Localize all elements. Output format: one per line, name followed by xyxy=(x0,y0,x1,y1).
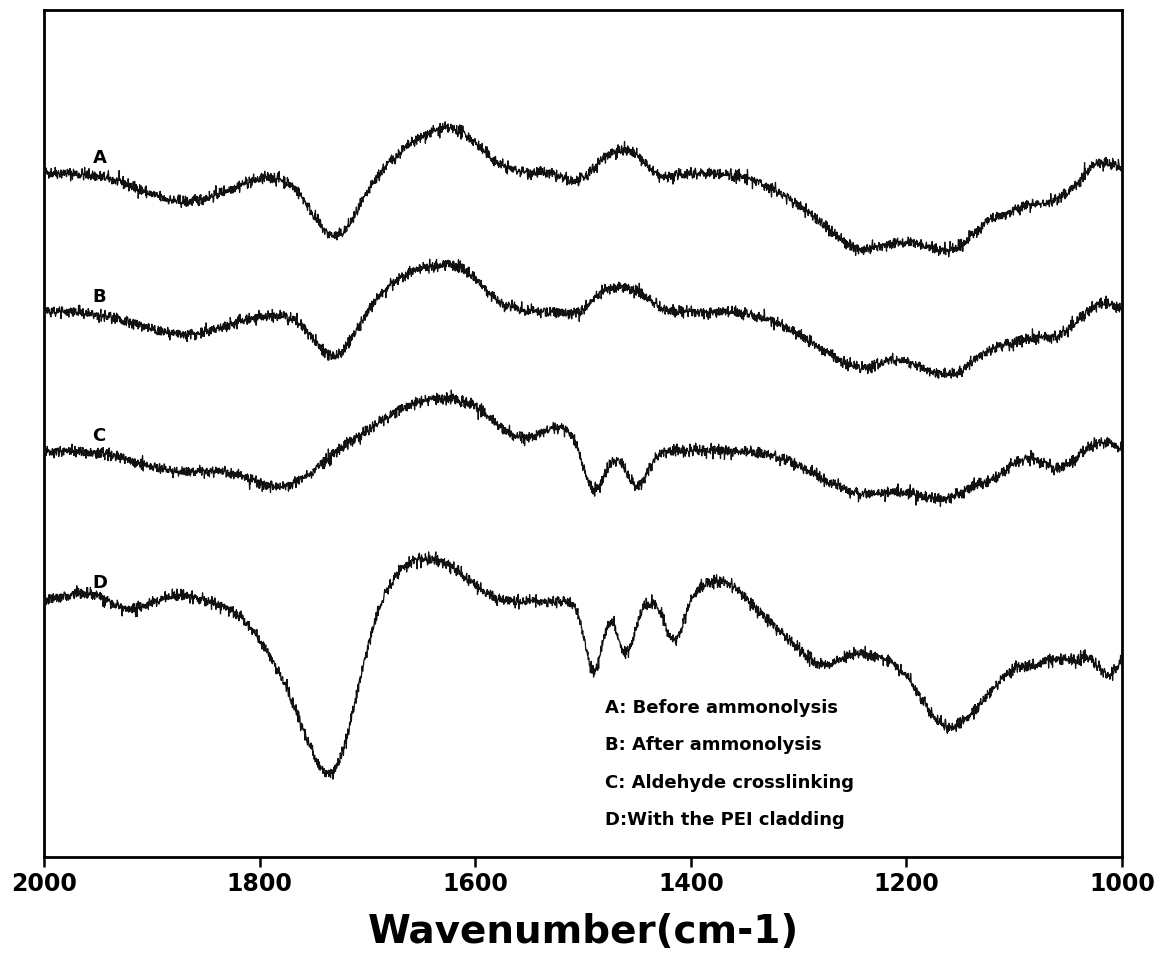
Text: C: Aldehyde crosslinking: C: Aldehyde crosslinking xyxy=(604,773,854,791)
Text: D: D xyxy=(92,574,107,592)
Text: B: B xyxy=(92,287,106,306)
Text: B: After ammonolysis: B: After ammonolysis xyxy=(604,736,821,753)
Text: A: A xyxy=(92,148,106,166)
Text: A: Before ammonolysis: A: Before ammonolysis xyxy=(604,699,837,717)
X-axis label: Wavenumber(cm-1): Wavenumber(cm-1) xyxy=(367,912,799,949)
Text: C: C xyxy=(92,427,106,445)
Text: D:With the PEI cladding: D:With the PEI cladding xyxy=(604,810,844,827)
